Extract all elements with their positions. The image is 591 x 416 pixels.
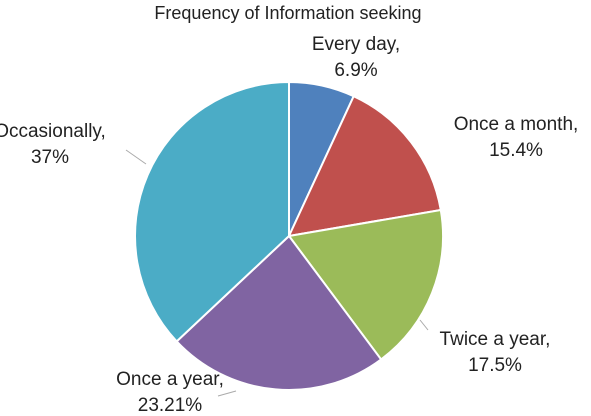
pie-slice xyxy=(287,94,442,238)
slice-label: Once a month, xyxy=(454,114,579,135)
leader-line xyxy=(419,319,429,331)
value-label: 23.21% xyxy=(138,395,203,416)
pie-slice xyxy=(175,234,383,391)
pie-slice xyxy=(134,80,290,343)
value-label: 17.5% xyxy=(468,355,522,376)
value-label: 6.9% xyxy=(334,60,377,81)
leader-line xyxy=(217,390,237,397)
chart-title: Frequency of Information seeking xyxy=(154,3,421,23)
value-label: 15.4% xyxy=(489,140,543,161)
pie-slice xyxy=(287,208,444,361)
slice-label: Every day, xyxy=(312,34,400,55)
slice-label: Twice a year, xyxy=(440,329,551,350)
value-label: 37% xyxy=(31,147,69,168)
slice-label: Once a year, xyxy=(116,369,224,390)
slice-label: Occasionally, xyxy=(0,121,106,142)
leader-line xyxy=(125,149,147,165)
